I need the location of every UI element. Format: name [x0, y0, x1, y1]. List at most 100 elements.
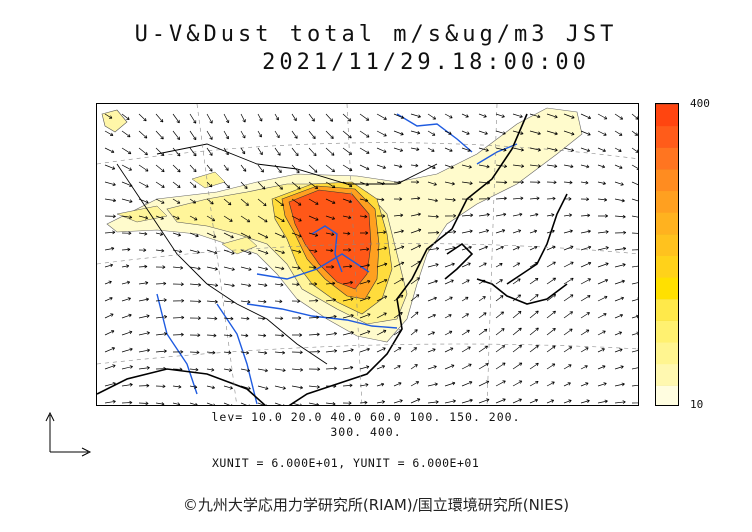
wind-arrow — [529, 277, 539, 285]
wind-arrow — [461, 245, 472, 251]
wind-arrow — [223, 266, 235, 271]
coastlines — [97, 113, 568, 405]
wind-arrow — [325, 314, 337, 319]
wind-arrow — [580, 347, 589, 353]
wind-arrow — [614, 313, 624, 319]
wind-arrow — [308, 402, 320, 405]
wind-arrow — [189, 249, 200, 254]
wind-arrow — [546, 113, 558, 119]
wind-arrow — [376, 278, 388, 285]
wind-arrow — [410, 147, 420, 151]
wind-arrow — [121, 280, 131, 285]
wind-arrow — [580, 261, 592, 268]
wind-arrow — [291, 266, 301, 270]
wind-arrow — [631, 147, 638, 153]
wind-arrow — [325, 349, 338, 353]
wind-arrow — [257, 164, 264, 173]
wind-arrow — [393, 347, 402, 353]
wind-arrow — [308, 198, 319, 205]
wind-arrow — [461, 363, 472, 370]
wind-arrow — [138, 215, 149, 220]
wind-arrow — [223, 249, 235, 255]
wind-arrow — [597, 278, 609, 285]
wind-arrow — [274, 215, 285, 222]
wind-arrow — [427, 313, 436, 319]
wind-arrow — [444, 230, 457, 234]
wind-arrow — [359, 347, 370, 353]
wind-arrow — [325, 384, 337, 389]
wind-arrow — [172, 113, 180, 124]
wind-arrow — [274, 333, 285, 338]
wind-arrow — [223, 300, 235, 304]
wind-arrow — [121, 130, 131, 138]
wind-arrow — [189, 198, 197, 204]
wind-arrow — [274, 130, 280, 139]
wind-arrow — [291, 147, 299, 157]
wind-arrow — [614, 113, 624, 120]
wind-arrow — [614, 331, 623, 336]
wind-arrow — [342, 164, 353, 172]
wind-arrow — [342, 297, 354, 302]
wind-arrow — [546, 363, 556, 370]
wind-arrow — [189, 266, 201, 271]
wind-arrow — [138, 147, 148, 156]
wind-arrow — [308, 367, 321, 372]
wind-arrow — [631, 331, 638, 336]
wind-arrow — [580, 180, 589, 185]
wind-arrow — [529, 245, 538, 251]
wind-arrow — [359, 231, 369, 235]
wind-arrow — [631, 181, 638, 187]
colorbar-band — [656, 342, 678, 365]
colorbar-band — [656, 212, 678, 235]
wind-arrow — [614, 263, 626, 268]
wind-arrow — [359, 214, 368, 219]
wind-arrow — [631, 348, 638, 353]
wind-arrow — [563, 261, 574, 268]
wind-arrow — [121, 198, 133, 203]
wind-arrow — [410, 163, 419, 168]
wind-arrow — [206, 350, 216, 355]
wind-arrow — [495, 328, 505, 336]
wind-arrow — [580, 295, 591, 302]
wind-arrow — [274, 249, 285, 255]
wind-arrow — [427, 246, 440, 251]
wind-arrow — [342, 147, 353, 155]
wind-arrow — [393, 130, 404, 136]
wind-arrow — [478, 345, 489, 353]
map-title: U-V&Dust total m/s&ug/m3 JST — [134, 22, 618, 47]
wind-arrow — [444, 399, 456, 404]
wind-arrow — [121, 382, 133, 387]
wind-arrow — [138, 264, 148, 269]
colorbar-band — [656, 298, 678, 321]
wind-arrow — [546, 381, 555, 387]
wind-arrow — [614, 198, 625, 203]
wind-arrow — [614, 164, 623, 169]
wind-arrow — [138, 383, 150, 388]
wind-arrow — [172, 215, 180, 220]
wind-arrow — [274, 402, 285, 405]
wind-arrow — [427, 279, 438, 285]
wind-arrow — [580, 213, 591, 218]
wind-arrow — [325, 164, 335, 173]
wind-arrow — [512, 212, 523, 217]
wind-arrow — [121, 164, 132, 171]
wind-arrow — [155, 366, 167, 371]
wind-arrow — [410, 294, 420, 302]
wind-arrow — [240, 215, 251, 223]
wind-arrow — [529, 196, 540, 201]
wind-arrow — [257, 402, 268, 405]
wind-arrow — [393, 164, 403, 169]
wind-arrow — [410, 244, 422, 251]
wind-arrow — [138, 181, 149, 188]
wind-arrow — [461, 229, 473, 234]
wind-arrow — [597, 130, 607, 136]
wind-arrow — [257, 299, 267, 304]
wind-arrow — [121, 247, 131, 252]
wind-arrow — [189, 113, 197, 124]
wind-arrow — [529, 147, 541, 152]
wind-arrow — [512, 229, 522, 234]
wind-arrow — [291, 232, 302, 238]
wind-arrow — [529, 310, 539, 319]
wind-arrow — [104, 246, 115, 251]
wind-arrow — [172, 384, 182, 389]
